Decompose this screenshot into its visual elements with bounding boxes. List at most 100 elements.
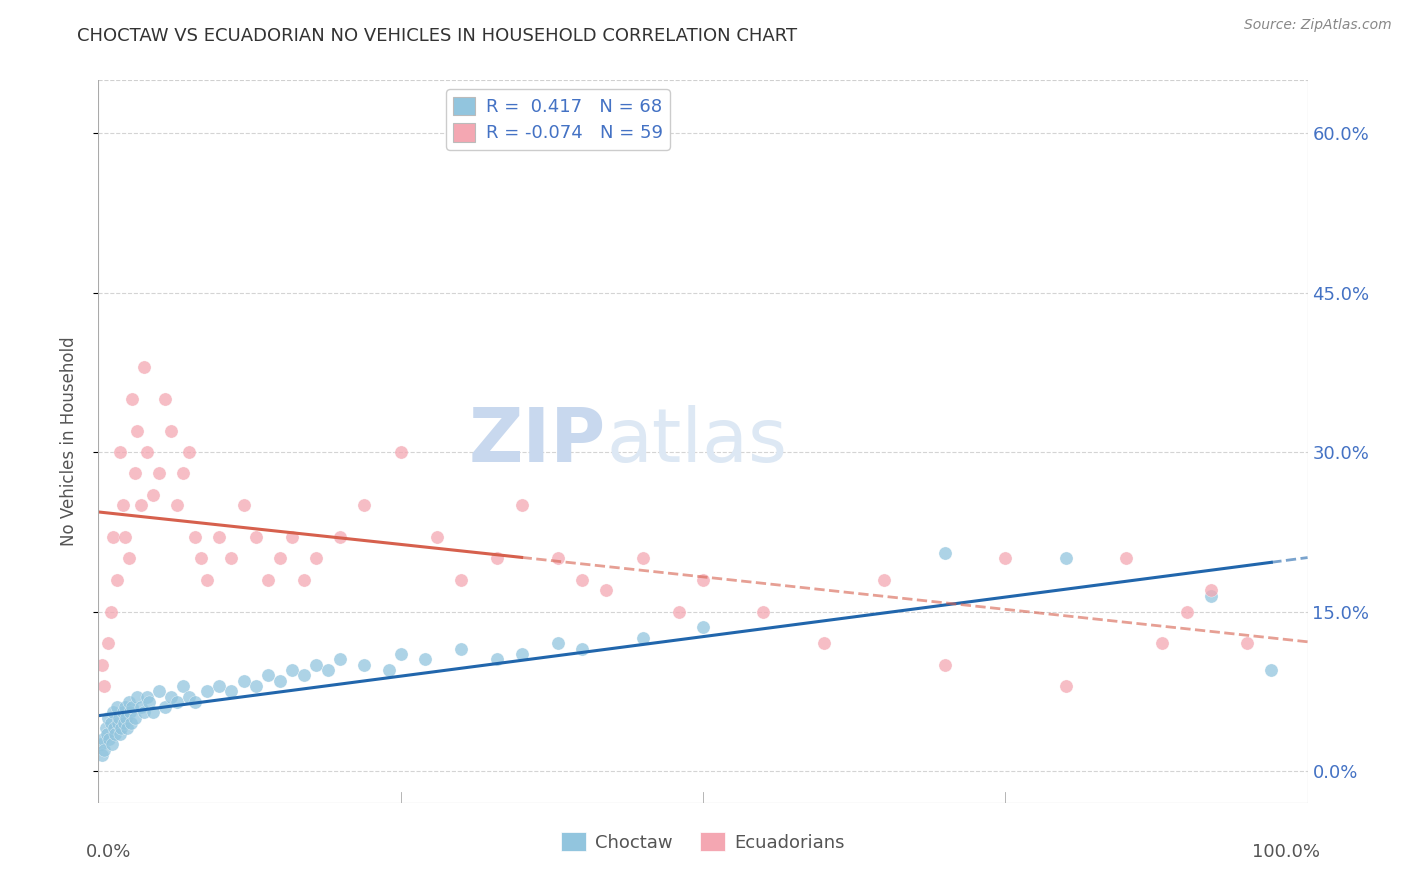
- Point: [153, 392, 176, 406]
- Point: [486, 551, 509, 566]
- Point: [281, 530, 304, 544]
- Text: atlas: atlas: [606, 405, 787, 478]
- Point: [353, 657, 375, 672]
- Point: [426, 530, 449, 544]
- Point: [752, 605, 775, 619]
- Point: [631, 551, 654, 566]
- Point: [256, 573, 278, 587]
- Point: [547, 636, 569, 650]
- Point: [91, 747, 114, 762]
- Point: [98, 732, 121, 747]
- Point: [208, 679, 231, 693]
- Point: [195, 573, 218, 587]
- Point: [121, 700, 143, 714]
- Point: [1236, 636, 1258, 650]
- Point: [510, 498, 533, 512]
- Point: [111, 706, 134, 720]
- Point: [108, 445, 131, 459]
- Point: [179, 445, 201, 459]
- Point: [93, 679, 115, 693]
- Point: [120, 716, 142, 731]
- Point: [232, 498, 254, 512]
- Point: [316, 663, 339, 677]
- Point: [571, 641, 593, 656]
- Point: [281, 663, 304, 677]
- Point: [190, 551, 212, 566]
- Point: [129, 700, 152, 714]
- Point: [148, 684, 170, 698]
- Point: [166, 695, 188, 709]
- Point: [329, 530, 352, 544]
- Point: [135, 690, 157, 704]
- Point: [148, 467, 170, 481]
- Point: [160, 690, 183, 704]
- Point: [305, 657, 328, 672]
- Point: [124, 467, 146, 481]
- Text: CHOCTAW VS ECUADORIAN NO VEHICLES IN HOUSEHOLD CORRELATION CHART: CHOCTAW VS ECUADORIAN NO VEHICLES IN HOU…: [77, 27, 797, 45]
- Point: [1199, 583, 1222, 598]
- Point: [353, 498, 375, 512]
- Point: [631, 631, 654, 645]
- Point: [184, 530, 207, 544]
- Point: [166, 498, 188, 512]
- Point: [994, 551, 1017, 566]
- Point: [172, 467, 194, 481]
- Point: [110, 722, 132, 736]
- Point: [118, 695, 141, 709]
- Legend: Choctaw, Ecuadorians: Choctaw, Ecuadorians: [554, 825, 852, 859]
- Point: [100, 737, 122, 751]
- Point: [160, 424, 183, 438]
- Point: [111, 498, 134, 512]
- Point: [184, 695, 207, 709]
- Point: [873, 573, 896, 587]
- Point: [115, 711, 138, 725]
- Point: [692, 620, 714, 634]
- Point: [269, 551, 291, 566]
- Y-axis label: No Vehicles in Household: No Vehicles in Household: [59, 336, 77, 547]
- Point: [389, 445, 412, 459]
- Point: [245, 530, 267, 544]
- Point: [94, 722, 117, 736]
- Point: [127, 424, 149, 438]
- Point: [112, 716, 135, 731]
- Point: [107, 716, 129, 731]
- Point: [1260, 663, 1282, 677]
- Point: [103, 722, 125, 736]
- Point: [571, 573, 593, 587]
- Text: 0.0%: 0.0%: [86, 843, 132, 861]
- Point: [96, 727, 118, 741]
- Point: [179, 690, 201, 704]
- Point: [1054, 679, 1077, 693]
- Point: [668, 605, 690, 619]
- Point: [208, 530, 231, 544]
- Point: [142, 706, 165, 720]
- Point: [129, 498, 152, 512]
- Point: [127, 690, 149, 704]
- Point: [90, 737, 112, 751]
- Point: [450, 641, 472, 656]
- Point: [413, 652, 436, 666]
- Point: [118, 706, 141, 720]
- Text: ZIP: ZIP: [470, 405, 606, 478]
- Text: Source: ZipAtlas.com: Source: ZipAtlas.com: [1244, 18, 1392, 32]
- Point: [134, 706, 156, 720]
- Point: [1054, 551, 1077, 566]
- Point: [595, 583, 617, 598]
- Point: [97, 711, 120, 725]
- Point: [245, 679, 267, 693]
- Point: [934, 657, 956, 672]
- Text: 100.0%: 100.0%: [1251, 843, 1320, 861]
- Point: [118, 551, 141, 566]
- Point: [93, 742, 115, 756]
- Point: [305, 551, 328, 566]
- Point: [91, 657, 114, 672]
- Point: [121, 392, 143, 406]
- Point: [101, 706, 124, 720]
- Point: [105, 700, 128, 714]
- Point: [153, 700, 176, 714]
- Point: [114, 530, 136, 544]
- Point: [114, 700, 136, 714]
- Point: [172, 679, 194, 693]
- Point: [124, 711, 146, 725]
- Point: [692, 573, 714, 587]
